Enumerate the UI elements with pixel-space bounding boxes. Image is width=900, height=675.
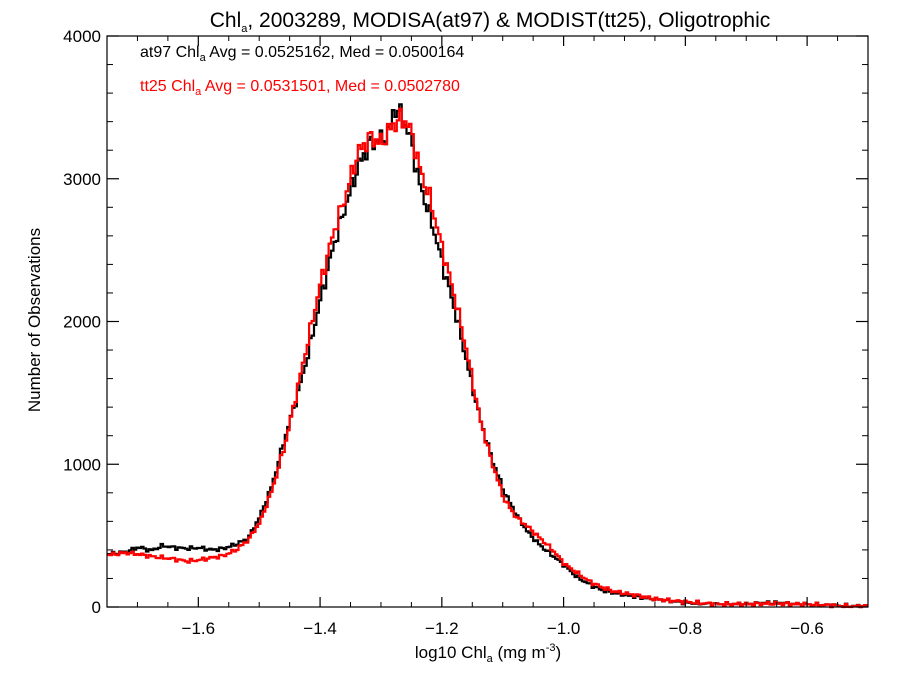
- y-axis-title: Number of Observations: [25, 228, 44, 412]
- y-tick-label: 4000: [63, 27, 101, 46]
- x-tick-label: −1.2: [425, 619, 459, 638]
- chart-title: Chla, 2003289, MODISA(at97) & MODIST(tt2…: [210, 9, 771, 35]
- x-axis-title-close: ): [555, 643, 561, 662]
- legend-tt25-rest: Avg = 0.0531501, Med = 0.0502780: [201, 78, 460, 95]
- chart-title-rest: , 2003289, MODISA(at97) & MODIST(tt25), …: [247, 9, 770, 32]
- series-tt25-line: [107, 107, 868, 609]
- x-tick-label: −0.6: [790, 619, 824, 638]
- x-tick-label: −1.4: [303, 619, 337, 638]
- legend-at97-rest: Avg = 0.0525162, Med = 0.0500164: [206, 44, 465, 61]
- legend-at97-stats: at97 Chla Avg = 0.0525162, Med = 0.05001…: [140, 44, 464, 64]
- x-axis-title-superscript: -3: [546, 642, 556, 654]
- y-tick-label: 1000: [63, 455, 101, 474]
- x-axis-title-pre: log10 Chl: [415, 643, 487, 662]
- series-layer: [107, 103, 868, 609]
- x-tick-label: −1.0: [547, 619, 581, 638]
- plot-frame: [106, 35, 869, 608]
- y-tick-label: 3000: [63, 170, 101, 189]
- legend-at97-subscript: a: [200, 52, 207, 64]
- x-axis-title: log10 Chla (mg m-3): [415, 642, 561, 665]
- x-tick-label: −1.6: [182, 619, 216, 638]
- legend-tt25-subscript: a: [195, 86, 202, 98]
- legend-tt25-stats: tt25 Chla Avg = 0.0531501, Med = 0.05027…: [140, 78, 460, 98]
- chart-title-subscript: a: [241, 23, 248, 35]
- legend-tt25-pre: tt25 Chl: [140, 78, 195, 95]
- y-tick-label: 0: [92, 598, 101, 617]
- x-axis-title-units: (mg m: [493, 643, 546, 662]
- series-at97-line: [107, 103, 868, 609]
- y-tick-label: 2000: [63, 313, 101, 332]
- ticks-layer: −1.6 −1.4 −1.2 −1.0 −0.8 −0.6 0 1000 2000 3000 400…: [63, 27, 869, 638]
- x-tick-label: −0.8: [669, 619, 703, 638]
- x-axis-title-subscript: a: [487, 653, 494, 665]
- chart-title-pre: Chl: [210, 9, 242, 32]
- legend-at97-pre: at97 Chl: [140, 44, 200, 61]
